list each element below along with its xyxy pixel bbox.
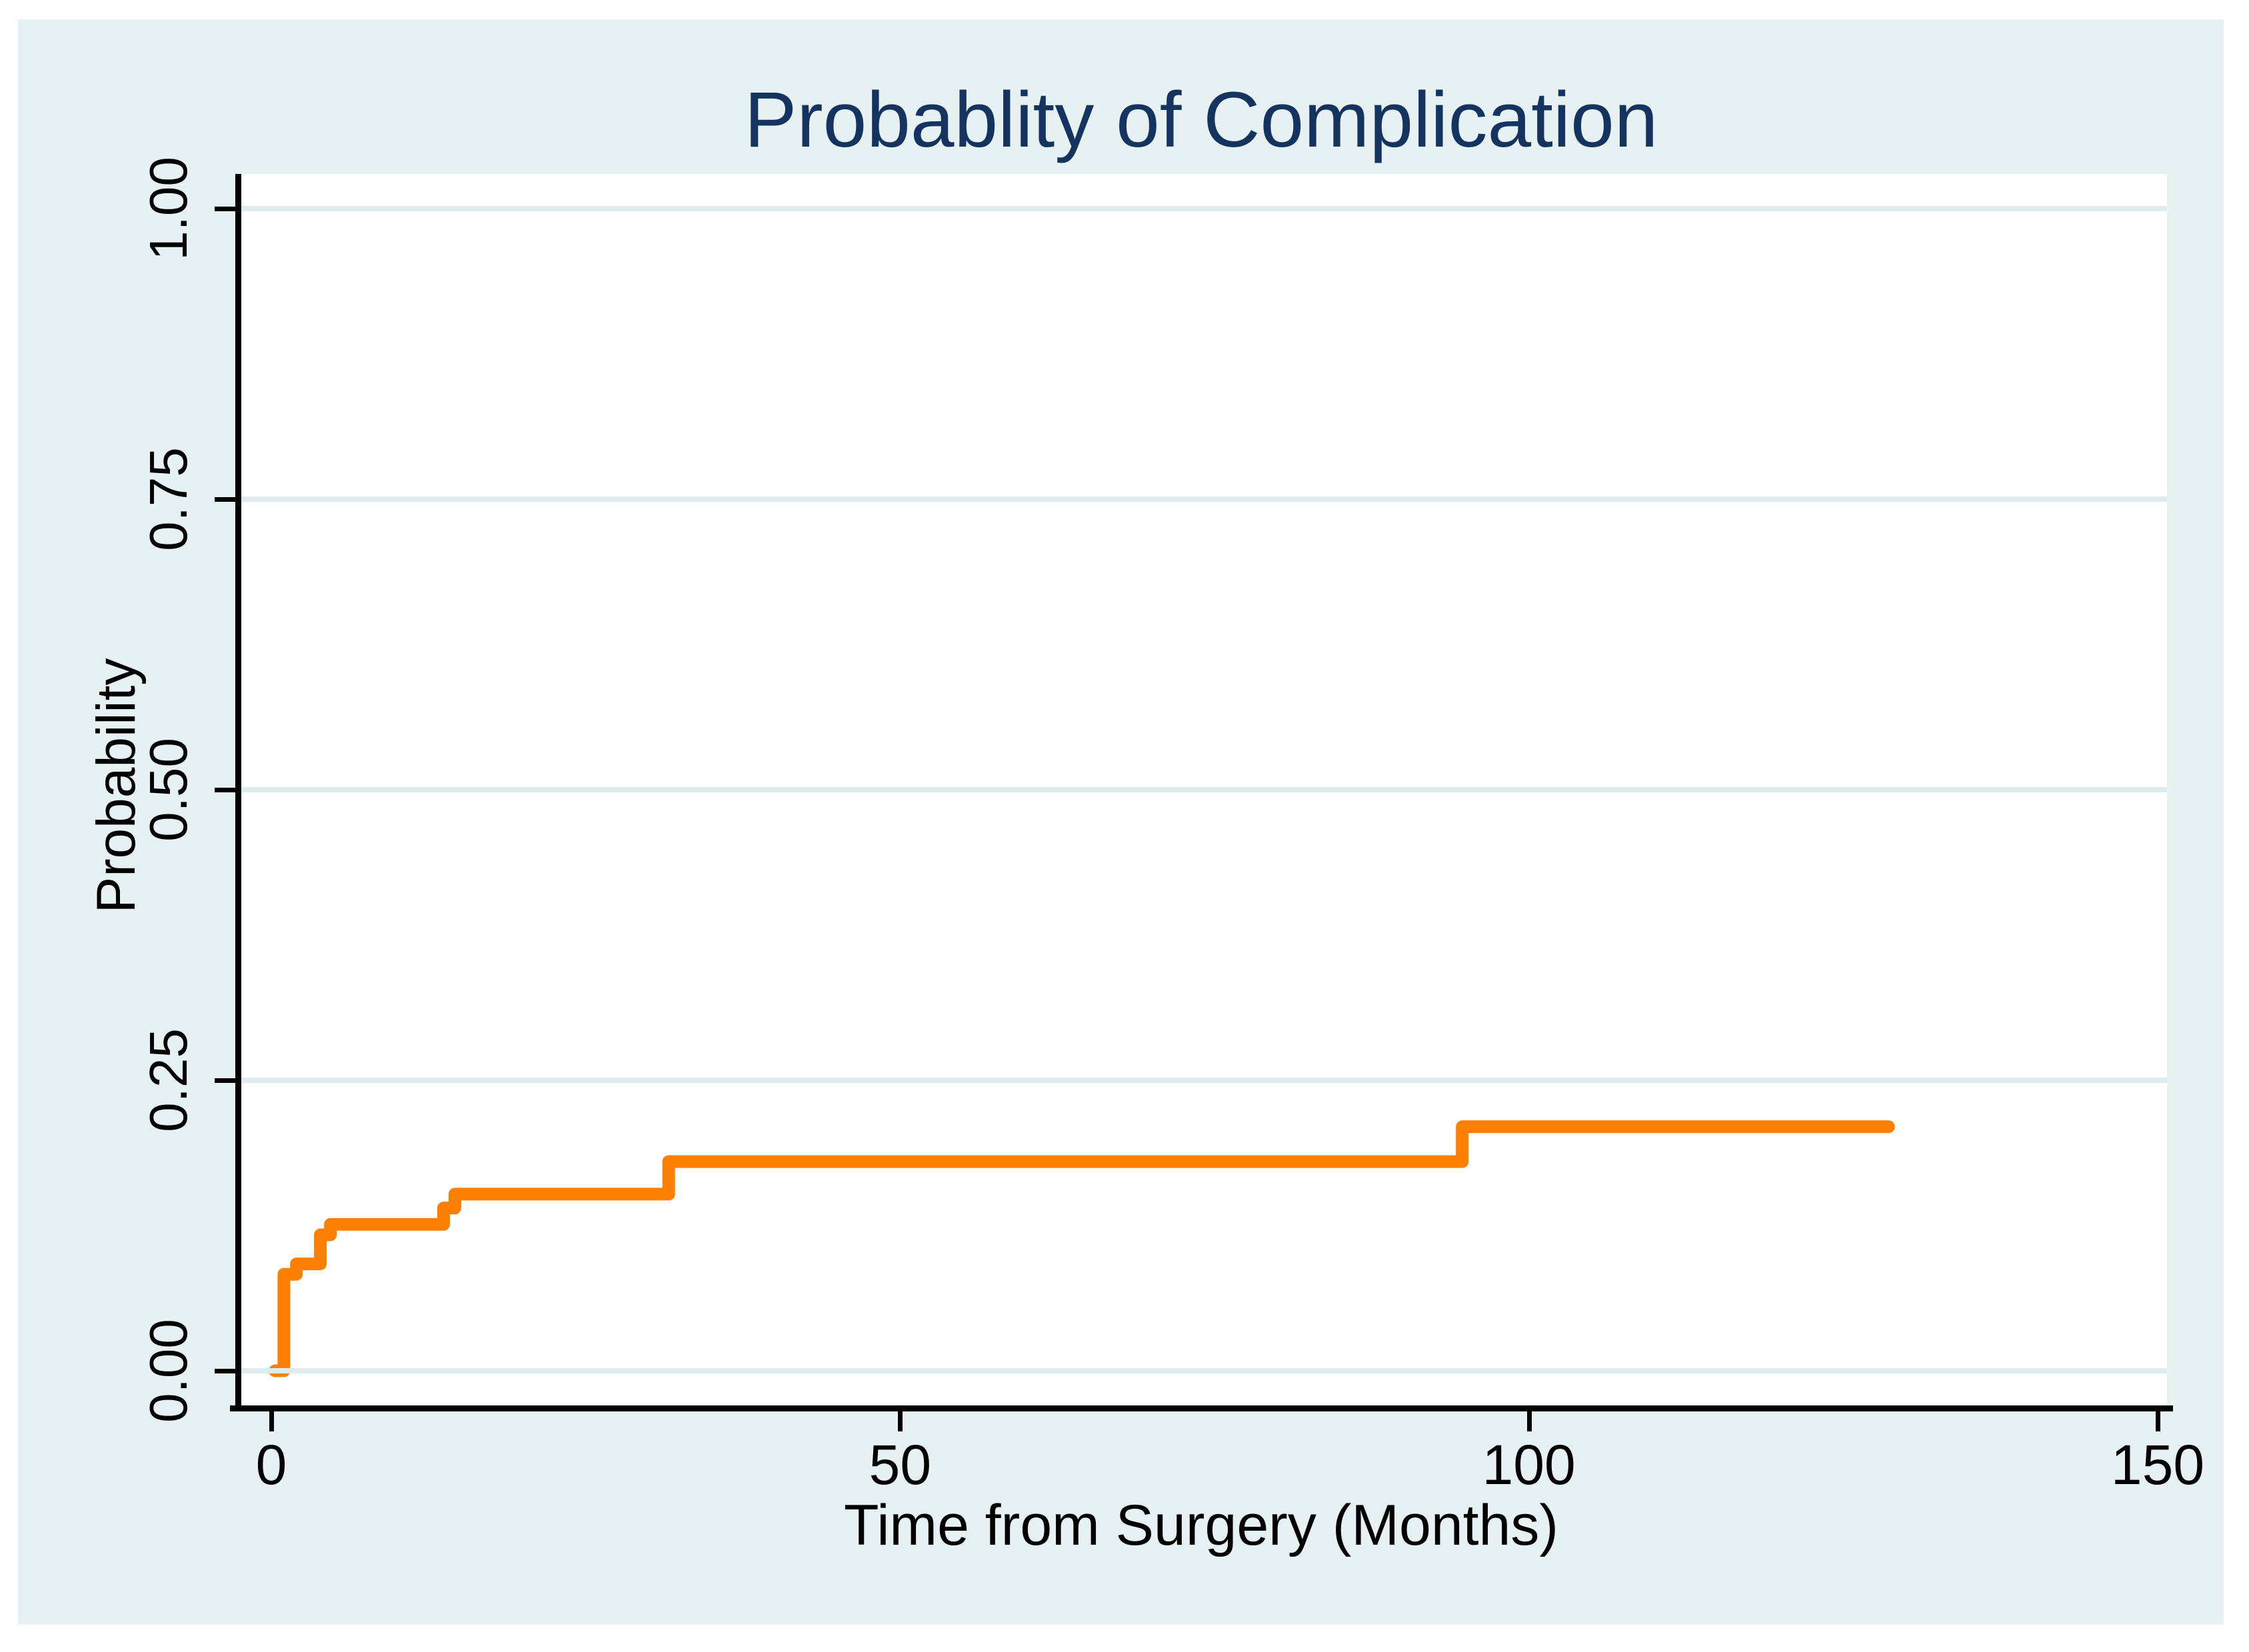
y-tick-label-0.50: 0.50: [139, 738, 198, 842]
gridline-y-0.50: [235, 787, 2167, 792]
plot-area: [235, 174, 2167, 1405]
y-tick-1.00: [215, 207, 235, 211]
gridline-y-0.00: [235, 1368, 2167, 1373]
x-tick-label-50: 50: [869, 1433, 932, 1496]
x-tick-label-150: 150: [2110, 1433, 2205, 1496]
x-axis-title: Time from Surgery (Months): [843, 1493, 1559, 1557]
chart-title: Probablity of Complication: [744, 76, 1658, 164]
y-axis-line: [235, 174, 241, 1411]
y-tick-0.25: [215, 1078, 235, 1083]
gridline-y-0.75: [235, 496, 2167, 502]
y-tick-0.50: [215, 788, 235, 792]
y-tick-0.00: [215, 1369, 235, 1373]
x-tick-100: [1526, 1411, 1532, 1431]
y-tick-label-0.25: 0.25: [139, 1028, 198, 1132]
x-tick-0: [269, 1411, 274, 1431]
x-tick-50: [898, 1411, 903, 1431]
y-axis-title: Probability: [86, 658, 147, 914]
x-axis-line: [230, 1405, 2173, 1411]
x-tick-label-0: 0: [255, 1433, 287, 1496]
figure-background: Probablity of Complication Time from Sur…: [18, 19, 2224, 1625]
gridline-y-1.00: [235, 206, 2167, 211]
x-tick-150: [2156, 1411, 2160, 1431]
y-tick-label-0.75: 0.75: [139, 447, 198, 551]
gridline-y-0.25: [235, 1078, 2167, 1083]
y-tick-0.75: [215, 497, 235, 502]
survival-curve-svg: [269, 1120, 1895, 1377]
y-tick-label-1.00: 1.00: [139, 157, 198, 261]
x-tick-label-100: 100: [1482, 1433, 1576, 1496]
complication-curve: [269, 1120, 1895, 1377]
